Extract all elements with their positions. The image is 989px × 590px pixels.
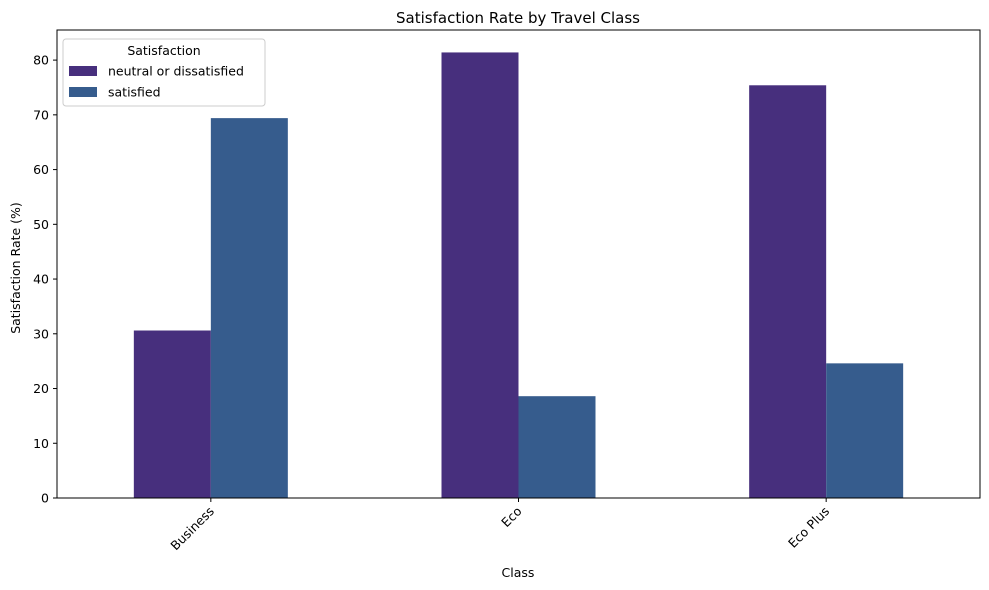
y-tick-label: 80 xyxy=(33,53,49,68)
bar-eco-satisfied xyxy=(518,396,596,498)
x-tick-label: Business xyxy=(167,504,217,554)
y-tick-label: 10 xyxy=(33,436,49,451)
legend-box xyxy=(62,38,266,107)
chart-title: Satisfaction Rate by Travel Class xyxy=(396,9,640,27)
y-tick-label: 20 xyxy=(33,381,49,396)
bar-business-satisfied xyxy=(210,118,288,498)
legend: Satisfaction neutral or dissatisfied satis… xyxy=(62,38,266,107)
y-tick-label: 60 xyxy=(33,162,49,177)
y-tick-label: 40 xyxy=(33,272,49,287)
y-axis-label: Satisfaction Rate (%) xyxy=(8,202,23,334)
y-tick-label: 70 xyxy=(33,107,49,122)
legend-title: Satisfaction xyxy=(127,43,200,58)
y-tick-label: 0 xyxy=(41,491,49,506)
x-axis-label: Class xyxy=(502,565,535,580)
legend-swatch xyxy=(69,87,97,97)
legend-entry-label: neutral or dissatisfied xyxy=(108,64,244,79)
bar-business-neutral-or-dissatisfied xyxy=(133,330,211,498)
bar-eco-neutral-or-dissatisfied xyxy=(441,52,519,498)
bar-eco-plus-neutral-or-dissatisfied xyxy=(749,85,827,498)
x-tick-label: Eco xyxy=(498,504,524,530)
y-tick-label: 30 xyxy=(33,326,49,341)
y-tick-label: 50 xyxy=(33,217,49,232)
plot-area: 0 10 20 30 40 50 60 70 80 Business Eco Eco Plus xyxy=(33,29,981,554)
bar-eco-plus-satisfied xyxy=(826,363,904,498)
x-tick-label: Eco Plus xyxy=(785,504,832,551)
legend-swatch xyxy=(69,66,97,76)
legend-entry-label: satisfied xyxy=(108,85,161,100)
